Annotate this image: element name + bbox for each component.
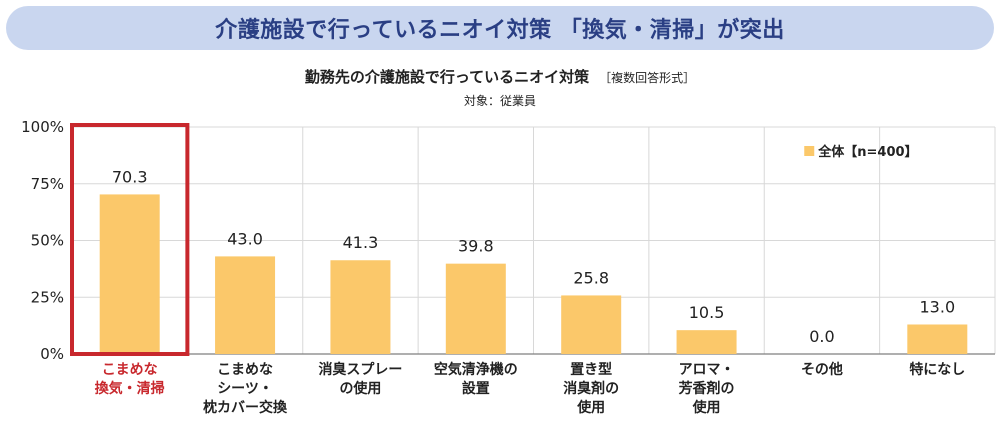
bar bbox=[99, 194, 160, 354]
y-tick-label: 25% bbox=[31, 288, 64, 306]
y-tick-label: 100% bbox=[21, 118, 64, 136]
chart-target-label: 対象：従業員 bbox=[463, 94, 536, 108]
category-label: 使用 bbox=[576, 399, 605, 416]
bar bbox=[215, 256, 276, 354]
category-label: 空気清浄機の bbox=[434, 361, 518, 378]
category-label: その他 bbox=[801, 361, 843, 378]
value-label: 41.3 bbox=[343, 233, 379, 252]
category-label: こまめな bbox=[102, 362, 158, 378]
chart-subtitle: ［複数回答形式］ bbox=[599, 71, 696, 85]
category-label: 枕カバー交換 bbox=[203, 399, 288, 416]
legend-swatch bbox=[804, 146, 815, 156]
y-tick-label: 0% bbox=[40, 345, 64, 363]
chart-title: 勤務先の介護施設で行っているニオイ対策 ［複数回答形式］ bbox=[0, 66, 1000, 87]
category-label: アロマ・ bbox=[679, 362, 735, 378]
bar bbox=[676, 330, 737, 354]
bar bbox=[330, 260, 391, 354]
y-tick-label: 75% bbox=[31, 175, 64, 193]
bar bbox=[561, 295, 622, 354]
value-label: 25.8 bbox=[573, 268, 609, 287]
bar bbox=[445, 263, 506, 354]
value-label: 10.5 bbox=[689, 303, 725, 322]
y-tick-label: 50% bbox=[31, 232, 64, 250]
value-label: 39.8 bbox=[458, 237, 494, 256]
category-label: 換気・清掃 bbox=[95, 380, 165, 397]
chart-title-text: 勤務先の介護施設で行っているニオイ対策 bbox=[304, 68, 590, 86]
legend-label: 全体【n=400】 bbox=[817, 144, 917, 160]
category-label: 使用 bbox=[692, 399, 721, 416]
value-label: 13.0 bbox=[920, 297, 956, 316]
headline-text: 介護施設で行っているニオイ対策 「換気・清掃」が突出 bbox=[215, 18, 785, 43]
category-label: こまめな bbox=[217, 362, 273, 378]
bar bbox=[907, 324, 968, 354]
category-label: 特になし bbox=[909, 361, 965, 378]
category-label: 設置 bbox=[462, 380, 490, 397]
category-label: の使用 bbox=[339, 380, 381, 397]
category-label: 消臭剤の bbox=[563, 380, 619, 397]
category-label: シーツ・ bbox=[217, 381, 273, 397]
value-label: 43.0 bbox=[227, 229, 263, 248]
category-label: 置き型 bbox=[570, 361, 612, 378]
category-label: 消臭スプレー bbox=[318, 361, 402, 378]
value-label: 0.0 bbox=[809, 327, 834, 346]
headline-banner: 介護施設で行っているニオイ対策 「換気・清掃」が突出 bbox=[6, 6, 994, 50]
value-label: 70.3 bbox=[112, 167, 148, 186]
highlight-frame bbox=[70, 123, 190, 356]
category-label: 芳香剤の bbox=[679, 380, 735, 397]
